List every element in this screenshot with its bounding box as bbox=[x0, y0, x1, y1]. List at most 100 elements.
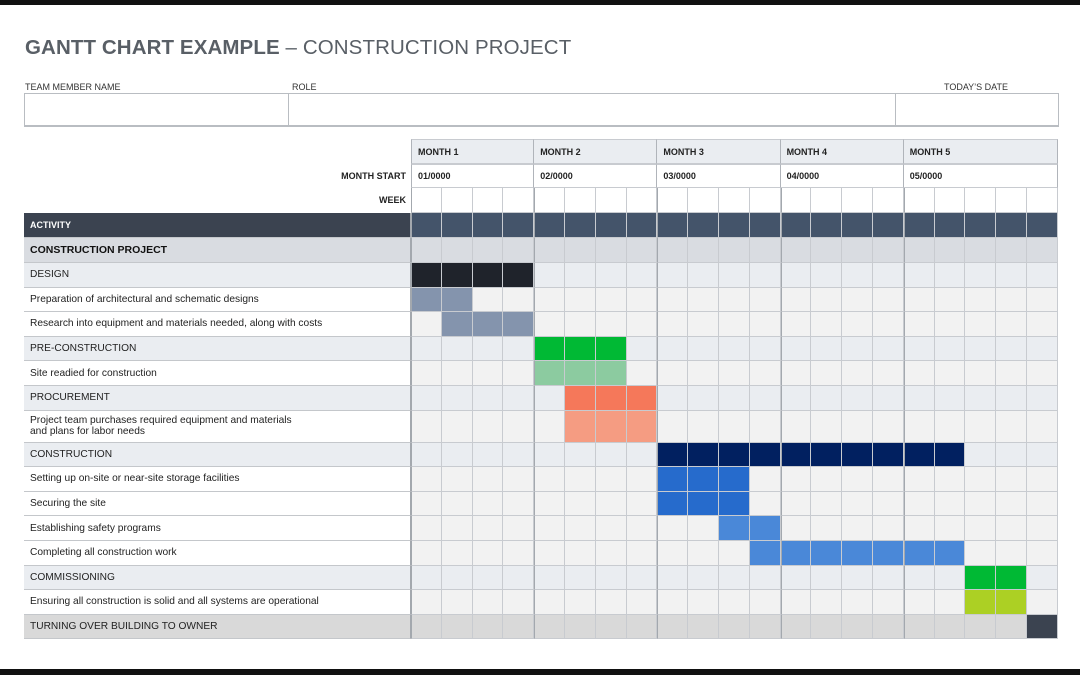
phase-row-label: DESIGN bbox=[24, 263, 411, 288]
phase-row: CONSTRUCTION bbox=[24, 442, 1058, 468]
week-cell bbox=[534, 312, 565, 337]
week-cell bbox=[903, 491, 935, 517]
week-cell bbox=[595, 238, 627, 263]
gantt-bar-segment bbox=[749, 442, 781, 468]
week-cell bbox=[503, 336, 535, 362]
week-cell bbox=[718, 263, 750, 288]
week-cell bbox=[811, 287, 843, 313]
week-cell bbox=[903, 336, 935, 362]
week-cell bbox=[626, 213, 658, 238]
week-cell bbox=[534, 287, 565, 313]
week-cell bbox=[842, 516, 873, 541]
week-cell bbox=[411, 491, 442, 517]
week-cell bbox=[872, 386, 904, 411]
week-cell bbox=[965, 263, 997, 288]
week-cell bbox=[1026, 491, 1058, 517]
week-cell bbox=[688, 312, 719, 337]
week-cell bbox=[657, 361, 689, 386]
week-cell bbox=[564, 188, 596, 213]
week-cell bbox=[996, 386, 1027, 411]
week-cell bbox=[688, 263, 719, 288]
week-cell bbox=[872, 410, 904, 443]
week-cell bbox=[595, 263, 627, 288]
week-label: WEEK bbox=[379, 195, 406, 205]
week-cell bbox=[996, 213, 1027, 238]
gantt-bar-segment bbox=[564, 410, 596, 443]
role-label: ROLE bbox=[292, 82, 317, 92]
week-cell bbox=[842, 491, 873, 517]
week-cell bbox=[811, 238, 843, 263]
week-cell bbox=[472, 361, 504, 386]
week-cell bbox=[534, 467, 565, 492]
week-cell bbox=[749, 491, 781, 517]
gantt-bar-segment bbox=[411, 263, 442, 288]
week-cell bbox=[842, 312, 873, 337]
month-start-cell: 04/0000 bbox=[780, 164, 904, 188]
week-cell bbox=[534, 213, 565, 238]
week-cell bbox=[503, 442, 535, 468]
week-cell bbox=[811, 361, 843, 386]
week-cell bbox=[1026, 188, 1058, 213]
week-cell bbox=[965, 287, 997, 313]
week-cell bbox=[441, 336, 473, 362]
month-cell: MONTH 5 bbox=[903, 139, 1058, 164]
week-cell bbox=[872, 188, 904, 213]
team-member-field[interactable] bbox=[24, 93, 289, 127]
week-cell bbox=[780, 386, 812, 411]
week-cell bbox=[503, 541, 535, 566]
week-cell bbox=[996, 410, 1027, 443]
week-cell bbox=[503, 614, 535, 640]
week-cell bbox=[811, 213, 843, 238]
week-cell bbox=[718, 238, 750, 263]
week-cell bbox=[534, 263, 565, 288]
month-start-cell: 05/0000 bbox=[903, 164, 1058, 188]
week-cell bbox=[872, 213, 904, 238]
week-cell bbox=[842, 467, 873, 492]
week-cell bbox=[595, 213, 627, 238]
week-cell bbox=[595, 541, 627, 566]
gantt-bar-segment bbox=[996, 565, 1027, 591]
date-label: TODAY’S DATE bbox=[944, 82, 1009, 92]
week-cell bbox=[965, 188, 997, 213]
date-field[interactable] bbox=[895, 93, 1059, 127]
week-cell bbox=[718, 590, 750, 615]
week-cell bbox=[411, 614, 442, 640]
week-cell bbox=[718, 614, 750, 640]
week-cell bbox=[411, 386, 442, 411]
week-cell bbox=[1026, 590, 1058, 615]
gantt-bar-segment bbox=[688, 442, 719, 468]
week-cell bbox=[872, 336, 904, 362]
week-cell bbox=[749, 590, 781, 615]
task-row: Ensuring all construction is solid and a… bbox=[24, 590, 1058, 615]
week-cell bbox=[903, 467, 935, 492]
week-cell bbox=[626, 516, 658, 541]
week-cell bbox=[626, 336, 658, 362]
week-cell bbox=[842, 336, 873, 362]
week-cell bbox=[534, 541, 565, 566]
week-cell bbox=[749, 188, 781, 213]
gantt-bar-segment bbox=[564, 361, 596, 386]
week-cell bbox=[718, 312, 750, 337]
week-cell bbox=[780, 590, 812, 615]
role-field[interactable] bbox=[288, 93, 896, 127]
week-cell bbox=[872, 565, 904, 591]
month-start-cell: 01/0000 bbox=[411, 164, 535, 188]
week-cell bbox=[534, 614, 565, 640]
gantt-bar-segment bbox=[441, 287, 473, 313]
week-cell bbox=[688, 188, 719, 213]
week-cell bbox=[472, 516, 504, 541]
gantt-bar-segment bbox=[934, 442, 966, 468]
week-cell bbox=[411, 213, 442, 238]
week-cell bbox=[965, 386, 997, 411]
week-cell bbox=[534, 188, 565, 213]
week-cell bbox=[780, 516, 812, 541]
project-row: CONSTRUCTION PROJECT bbox=[24, 238, 1058, 263]
week-cell bbox=[903, 188, 935, 213]
week-cell bbox=[411, 188, 442, 213]
week-cell bbox=[903, 213, 935, 238]
week-cell bbox=[965, 614, 997, 640]
week-cell bbox=[749, 336, 781, 362]
week-cell bbox=[441, 410, 473, 443]
week-cell bbox=[903, 410, 935, 443]
gantt-bar-segment bbox=[534, 361, 565, 386]
